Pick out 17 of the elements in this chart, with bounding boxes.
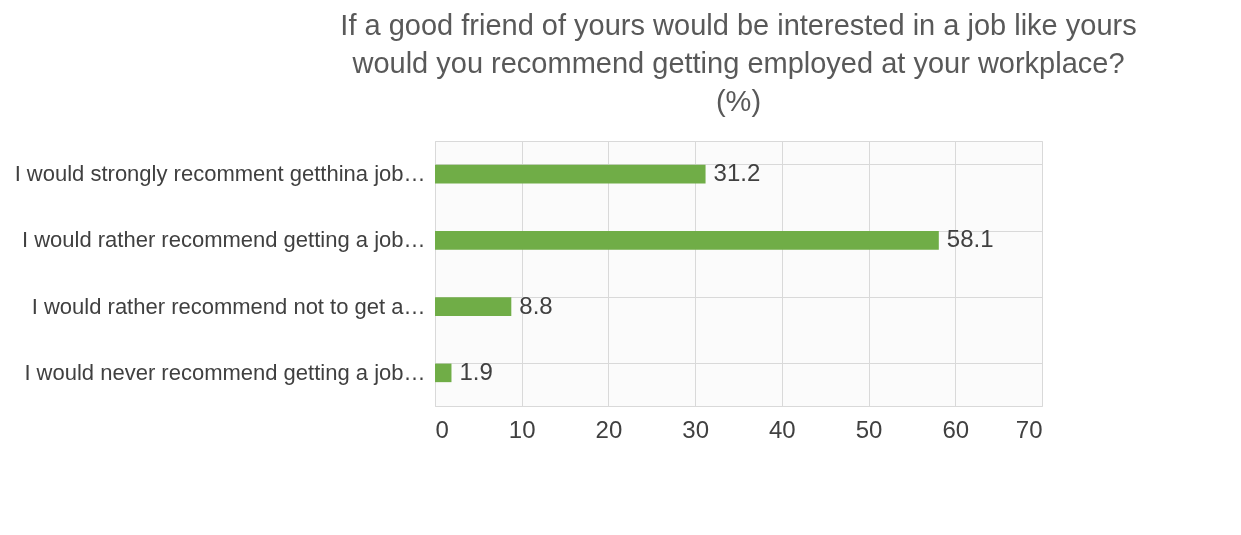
data-label: 31.2 [713,159,761,187]
y-tick-label: I would strongly recomment getthina job… [14,161,426,187]
x-tick-label: 30 [682,415,709,443]
x-tick-label: 60 [942,415,970,443]
data-label: 8.8 [519,291,553,319]
y-tick-label: I would rather recommend getting a job… [21,227,426,253]
y-tick-label: I would never recommend getting a job… [24,359,426,385]
x-tick-label: 40 [769,415,796,443]
data-label: 1.9 [459,357,493,385]
x-tick-label: 50 [855,415,883,443]
x-tick-label: 70 [1015,415,1043,443]
y-tick-label: I would rather recommend not to get a… [31,293,426,319]
x-tick-label: 0 [435,415,449,443]
chart-title: If a good friend of yours would be interested in a job like yours would you recommend getting employed at your workplace? (%) [340,9,1137,117]
data-label: 58.1 [946,225,994,253]
x-tick-label: 10 [508,415,536,443]
x-tick-label: 20 [595,415,623,443]
